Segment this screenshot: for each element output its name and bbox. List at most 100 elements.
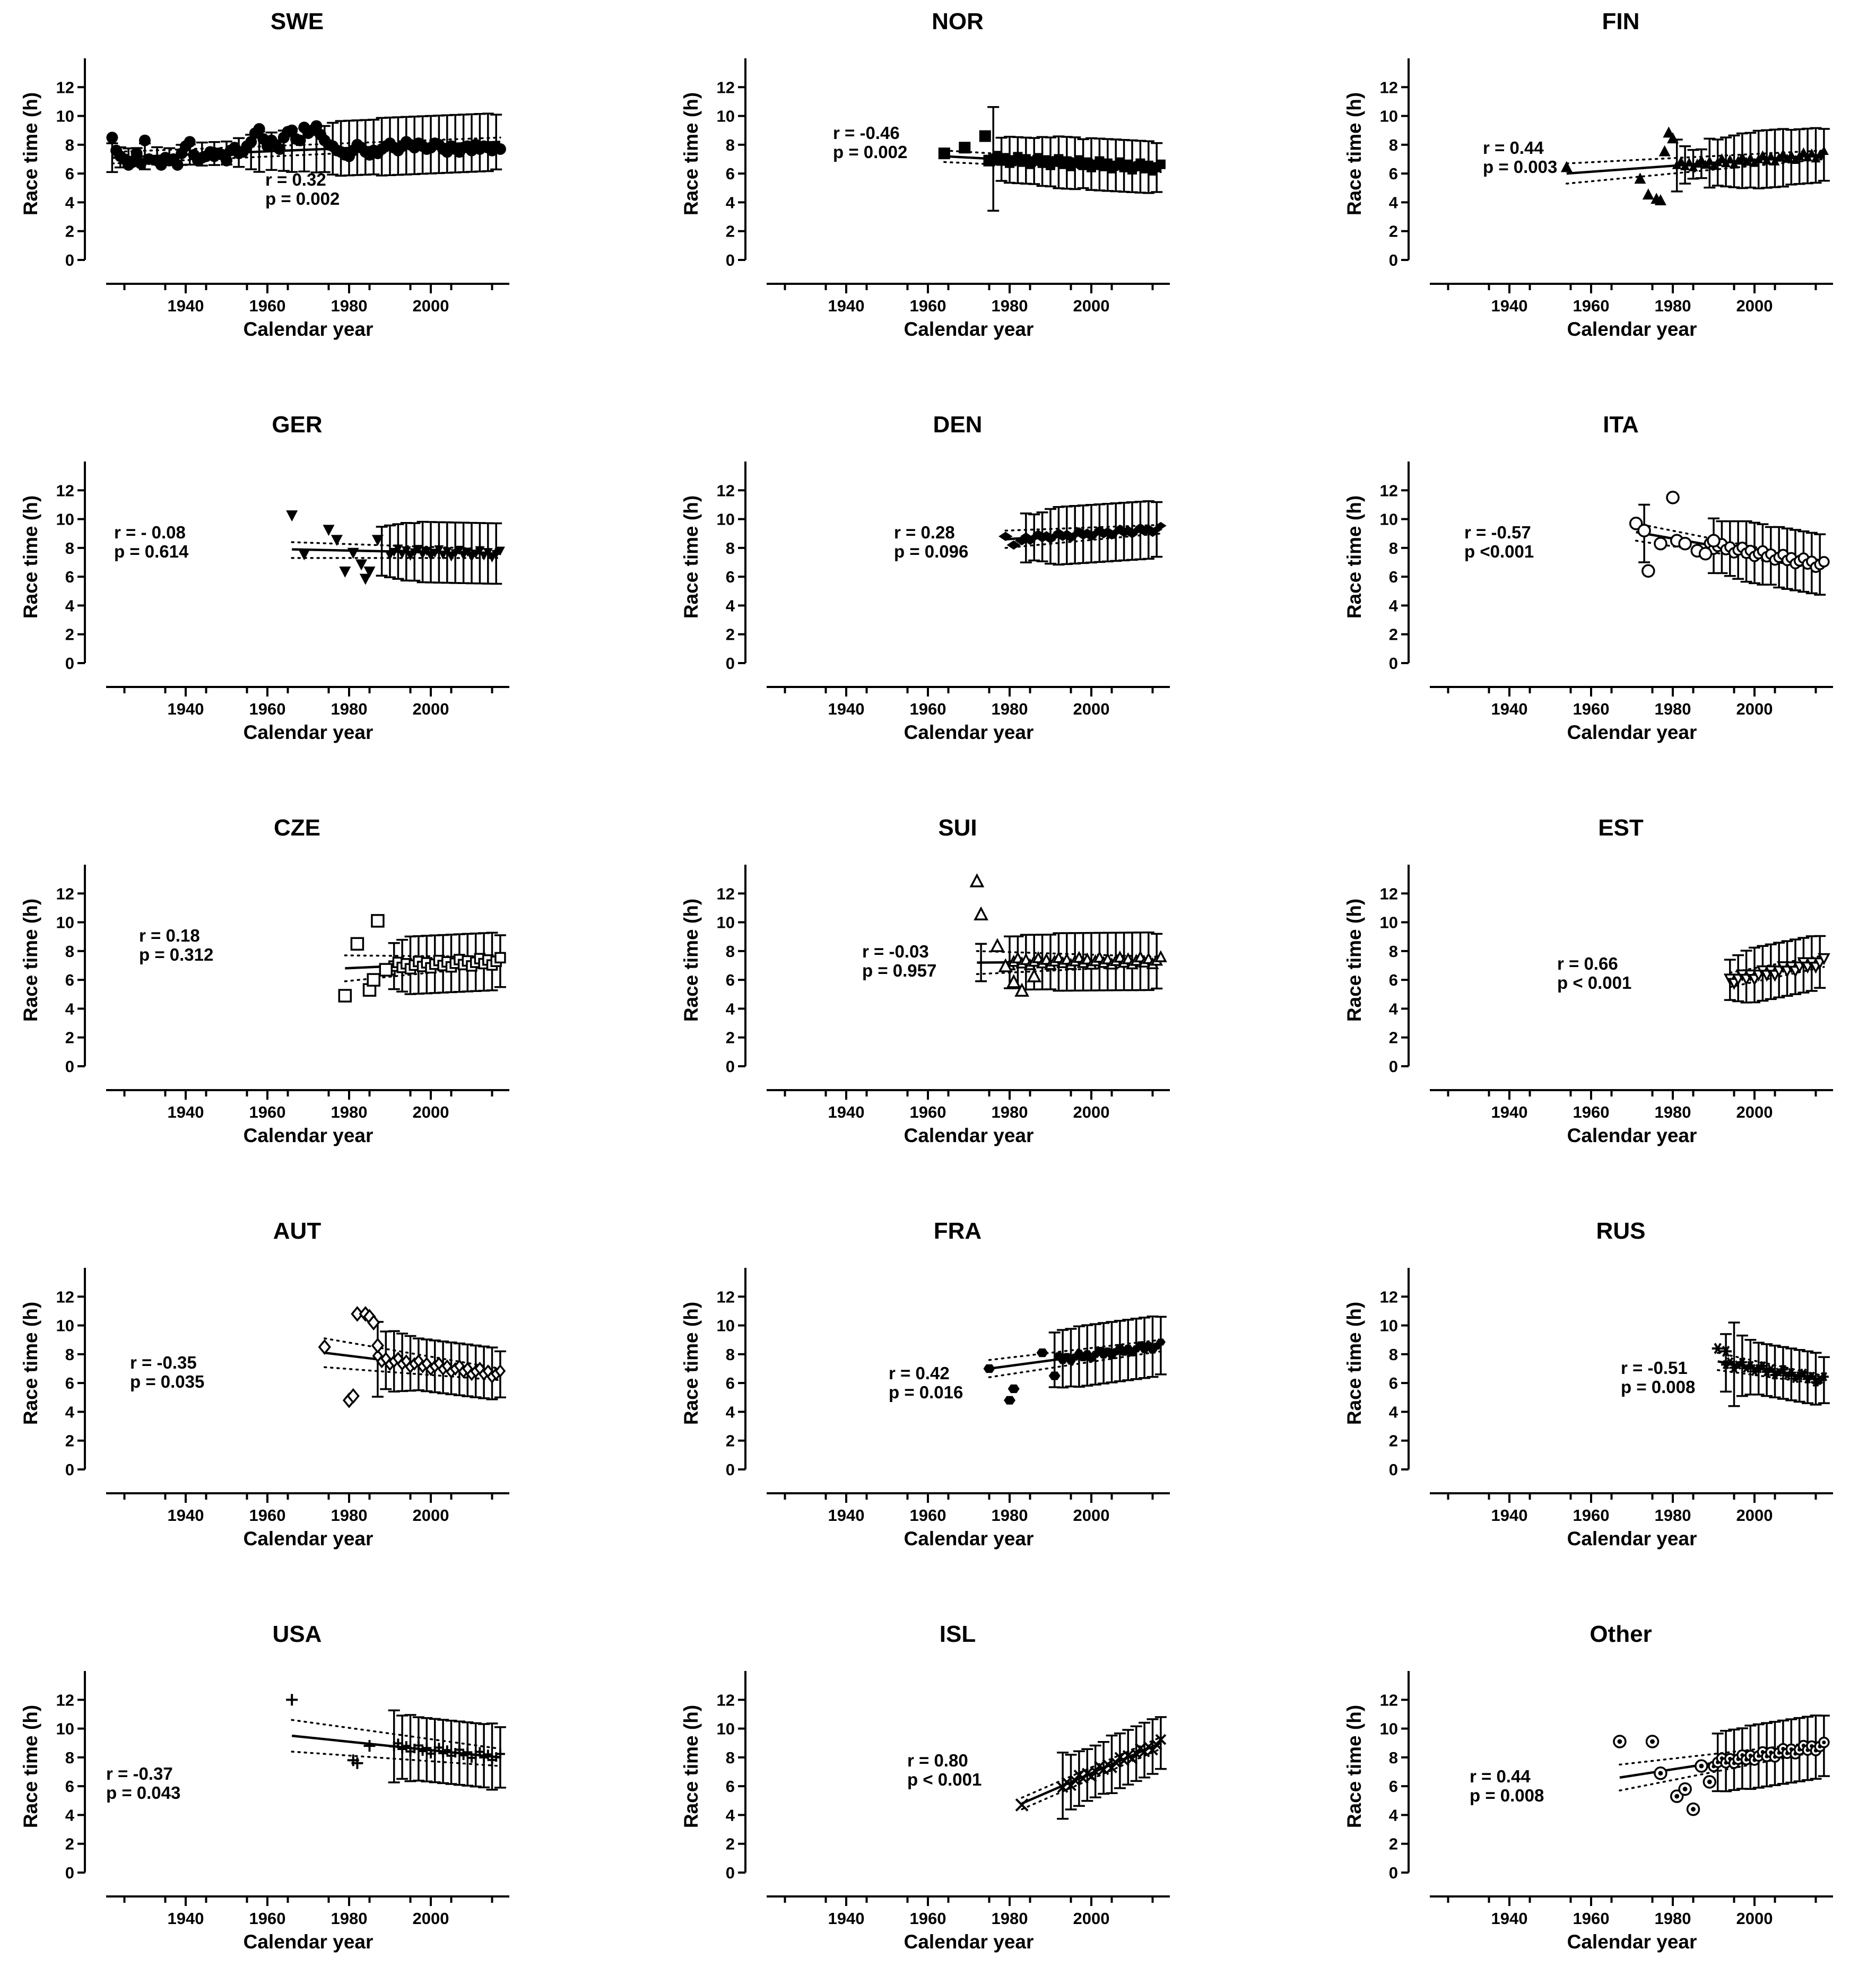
p-value-label: p = 0.016 xyxy=(889,1382,963,1402)
data-point xyxy=(346,1388,360,1404)
data-point xyxy=(1637,524,1651,538)
y-axis-label: Race time (h) xyxy=(680,92,702,215)
x-tick-label: 1980 xyxy=(331,1909,368,1928)
data-point xyxy=(434,545,444,555)
y-tick-label: 10 xyxy=(717,1317,735,1335)
y-tick-label: 12 xyxy=(1380,884,1398,903)
y-tick-label: 2 xyxy=(1389,1835,1398,1853)
data-point xyxy=(1642,188,1654,200)
data-point xyxy=(422,1743,432,1753)
data-point xyxy=(298,549,310,561)
x-tick-label: 1960 xyxy=(1573,700,1610,718)
x-axis-label: Calendar year xyxy=(904,1125,1034,1146)
data-point xyxy=(184,136,196,148)
data-point xyxy=(253,123,265,135)
x-tick-label: 1980 xyxy=(331,1103,368,1121)
ci-lower-line xyxy=(1566,158,1825,185)
p-value-label: p = 0.957 xyxy=(862,961,936,980)
data-point xyxy=(1819,145,1829,155)
y-tick-label: 12 xyxy=(717,1691,735,1709)
x-tick-label: 2000 xyxy=(1073,1909,1110,1928)
chart-panel-ger: GER 0 2 4 6 8 10 12 Race time (h) 1940 1960 1980 200… xyxy=(20,412,509,743)
data-point xyxy=(393,1738,403,1748)
data-point xyxy=(1654,194,1666,205)
x-tick-label: 1940 xyxy=(168,700,204,718)
chart-panel-est: EST 0 2 4 6 8 10 12 Race time (h) 1940 1960 1980 200… xyxy=(1343,815,1833,1146)
y-tick-label: 0 xyxy=(726,654,735,673)
y-tick-label: 6 xyxy=(726,1374,735,1392)
x-tick-label: 1960 xyxy=(1573,297,1610,315)
data-point xyxy=(1786,150,1796,159)
error-bars xyxy=(1057,1716,1167,1820)
y-tick-label: 8 xyxy=(1389,136,1398,154)
x-axis-label: Calendar year xyxy=(904,318,1034,340)
chart-panel-rus: RUS 0 2 4 6 8 10 12 Race time (h) 1940 1960 1980 200… xyxy=(1343,1218,1833,1550)
y-tick-label: 12 xyxy=(56,78,74,97)
chart-panel-fra: FRA 0 2 4 6 8 10 12 Race time (h) 1940 1960 1980 200… xyxy=(680,1218,1170,1550)
data-point xyxy=(1705,155,1715,166)
data-point xyxy=(1676,156,1686,166)
x-tick-label: 1940 xyxy=(1491,1103,1528,1121)
r-value-label: r = 0.80 xyxy=(907,1751,968,1770)
data-point xyxy=(494,143,506,155)
y-axis-label: Race time (h) xyxy=(680,1705,702,1828)
x-tick-label: 1980 xyxy=(1655,700,1691,718)
x-tick-label: 1980 xyxy=(992,1909,1028,1928)
data-point xyxy=(1745,153,1756,162)
r-value-label: r = 0.32 xyxy=(265,170,326,189)
data-point xyxy=(434,1743,444,1753)
x-tick-label: 1960 xyxy=(249,1506,286,1525)
y-tick-label: 4 xyxy=(726,1806,735,1824)
p-value-label: p < 0.001 xyxy=(907,1770,982,1789)
ci-upper-line xyxy=(324,1337,501,1370)
chart-panel-den: DEN 0 2 4 6 8 10 12 Race time (h) 1940 1960 1980 200… xyxy=(680,412,1170,743)
y-tick-label: 8 xyxy=(726,1345,735,1364)
x-tick-label: 2000 xyxy=(1736,1103,1773,1121)
data-point xyxy=(294,134,306,146)
data-point xyxy=(1712,1343,1724,1354)
y-tick-label: 0 xyxy=(65,1057,74,1076)
y-tick-label: 8 xyxy=(65,539,74,558)
data-point xyxy=(1014,536,1029,546)
data-point xyxy=(1014,982,1029,997)
data-point xyxy=(286,124,298,136)
data-point xyxy=(959,142,971,154)
y-tick-label: 6 xyxy=(726,1777,735,1796)
y-tick-label: 4 xyxy=(726,193,735,212)
y-axis-label: Race time (h) xyxy=(680,899,702,1022)
y-tick-label: 12 xyxy=(1380,481,1398,500)
data-point xyxy=(1155,1734,1167,1745)
data-point xyxy=(495,546,505,556)
x-tick-label: 1980 xyxy=(331,700,368,718)
y-tick-label: 0 xyxy=(65,654,74,673)
y-tick-label: 4 xyxy=(1389,193,1399,212)
data-point xyxy=(1819,1372,1829,1381)
x-axis-label: Calendar year xyxy=(1567,1931,1697,1953)
data-point xyxy=(1027,968,1042,982)
data-point xyxy=(1048,1371,1061,1380)
y-tick-label: 8 xyxy=(726,136,735,154)
x-tick-label: 1980 xyxy=(1655,1909,1691,1928)
data-point xyxy=(1645,1735,1660,1748)
y-tick-label: 6 xyxy=(65,1374,74,1392)
y-tick-label: 2 xyxy=(726,625,735,644)
data-point xyxy=(1678,1782,1692,1796)
data-point xyxy=(1720,1345,1732,1357)
data-point xyxy=(1698,546,1713,561)
p-value-label: p = 0.312 xyxy=(139,945,213,964)
y-tick-label: 8 xyxy=(1389,1345,1398,1364)
y-tick-label: 6 xyxy=(726,971,735,989)
y-tick-label: 0 xyxy=(726,1864,735,1882)
y-tick-label: 12 xyxy=(1380,1287,1398,1306)
x-tick-label: 1980 xyxy=(992,700,1028,718)
y-tick-label: 12 xyxy=(717,481,735,500)
data-point xyxy=(363,567,376,578)
x-tick-label: 1940 xyxy=(828,1103,865,1121)
x-axis-label: Calendar year xyxy=(1567,1528,1697,1550)
r-value-label: r = -0.57 xyxy=(1464,523,1531,542)
data-point xyxy=(1703,1775,1717,1789)
x-tick-label: 1940 xyxy=(828,1909,865,1928)
p-value-label: p = 0.008 xyxy=(1470,1786,1544,1805)
y-tick-label: 6 xyxy=(1389,568,1398,586)
